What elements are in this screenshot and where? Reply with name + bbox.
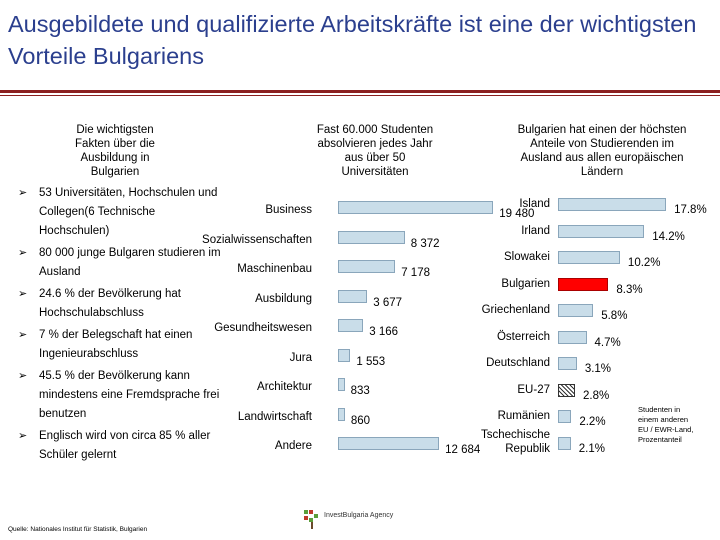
arrow-bullet-icon: ➢ (18, 247, 28, 259)
facts-list: ➢ 53 Universitäten, Hochschulen und Colle… (18, 184, 228, 468)
title-rule (0, 90, 720, 93)
country-label: Tschechische Republik (480, 428, 550, 455)
invest-bulgaria-logo: InvestBulgaria Agency (302, 508, 432, 530)
country-label: Österreich (496, 330, 550, 343)
arrow-bullet-icon: ➢ (18, 430, 28, 442)
arrow-bullet-icon: ➢ (18, 329, 28, 341)
title-rule-thin (0, 95, 720, 96)
value-label: 8.3% (616, 283, 643, 296)
value-label: 3 166 (369, 326, 399, 338)
bar (338, 201, 494, 214)
page-title: Ausgebildete und qualifizierte Arbeitskr… (8, 11, 697, 69)
bar (338, 230, 405, 244)
fact-item: ➢ 45.5 % der Bevölkerung kann mindestens … (18, 367, 228, 424)
bar (338, 289, 368, 303)
value-label: 1 553 (356, 355, 386, 368)
fact-text: 45.5 % der Bevölkerung kann mindestens e… (39, 370, 220, 420)
logo-text: InvestBulgaria Agency (324, 512, 394, 519)
value-label: 12 684 (445, 444, 481, 456)
bar (558, 224, 645, 238)
bar (338, 260, 396, 273)
country-label: Irland (521, 224, 550, 237)
value-label: 2.8% (583, 389, 610, 402)
value-label: 833 (350, 385, 370, 397)
category-label: Sozialwissenschaften (202, 233, 312, 246)
value-label: 10.2% (627, 257, 661, 269)
value-label: 17.8% (674, 204, 707, 216)
value-label: 14.2% (652, 230, 685, 243)
value-label: 5.8% (601, 310, 628, 322)
fact-text: 7 % der Belegschaft hat einen Ingenieura… (39, 329, 193, 360)
category-label: Gesundheitswesen (214, 322, 312, 334)
bar (558, 410, 572, 423)
bar (558, 330, 587, 344)
fact-item: ➢ 80 000 junge Bulgaren studieren im Ausl… (18, 244, 228, 282)
right-column-heading: Bulgarien hat einen der höchsten Anteile… (517, 124, 687, 178)
country-label: EU-27 (517, 383, 550, 396)
value-label: 3 677 (373, 296, 403, 309)
fact-item: ➢ 7 % der Belegschaft hat einen Ingenieur… (18, 326, 228, 364)
bar (558, 357, 577, 370)
bar (558, 436, 571, 450)
leaf-icon (304, 510, 318, 529)
bar (558, 198, 667, 211)
value-label: 7 178 (401, 267, 430, 279)
country-label: Rumänien (497, 410, 550, 422)
category-label: Architektur (257, 381, 312, 393)
abroad-legend-note: Studenten in einem anderen EU / EWR-Land… (638, 405, 694, 444)
bar (338, 348, 351, 362)
category-label: Landwirtschaft (237, 410, 312, 423)
fact-item: ➢ 53 Universitäten, Hochschulen und Colle… (18, 184, 228, 241)
country-label: Griechenland (481, 304, 550, 316)
country-label: Slowakei (503, 251, 550, 263)
left-column-heading: Die wichtigsten Fakten über die Ausbildu… (75, 124, 155, 178)
value-label: 860 (350, 414, 371, 427)
fact-text: 53 Universitäten, Hochschulen und Colleg… (39, 187, 218, 237)
bar (558, 304, 594, 317)
bar (338, 319, 364, 332)
arrow-bullet-icon: ➢ (18, 370, 28, 382)
value-label: 8 372 (410, 237, 440, 250)
category-label: Andere (274, 440, 312, 452)
value-label: 4.7% (594, 336, 621, 349)
bar (338, 378, 345, 391)
country-label: Deutschland (486, 357, 550, 369)
bar (338, 437, 440, 450)
value-label: 3.1% (584, 363, 612, 375)
category-label: Ausbildung (255, 292, 312, 305)
fact-text: 80 000 junge Bulgaren studieren im Ausla… (39, 247, 221, 278)
category-label: Business (265, 204, 312, 216)
category-label: Maschinenbau (237, 263, 312, 275)
source-note: Quelle: Nationales Institut für Statisti… (8, 526, 148, 533)
value-label: 2.2% (579, 416, 606, 428)
fact-item: ➢ Englisch wird von circa 85 % aller Schü… (18, 427, 228, 465)
value-label: 19 480 (499, 208, 535, 220)
country-label: Bulgarien (501, 277, 550, 290)
fact-item: ➢ 24.6 % der Bevölkerung hat Hochschulabs… (18, 285, 228, 323)
fact-text: 24.6 % der Bevölkerung hat Hochschulabsc… (39, 288, 181, 319)
arrow-bullet-icon: ➢ (18, 288, 28, 300)
middle-column-heading: Fast 60.000 Studenten absolvieren jedes … (316, 124, 434, 178)
fact-text: Englisch wird von circa 85 % aller Schül… (39, 430, 211, 461)
bar (338, 407, 345, 421)
bar (558, 277, 609, 291)
arrow-bullet-icon: ➢ (18, 187, 28, 199)
bar (558, 383, 575, 397)
value-label: 2.1% (578, 442, 605, 455)
category-label: Jura (289, 351, 312, 364)
country-label: Island (519, 198, 550, 210)
bar (558, 251, 620, 264)
